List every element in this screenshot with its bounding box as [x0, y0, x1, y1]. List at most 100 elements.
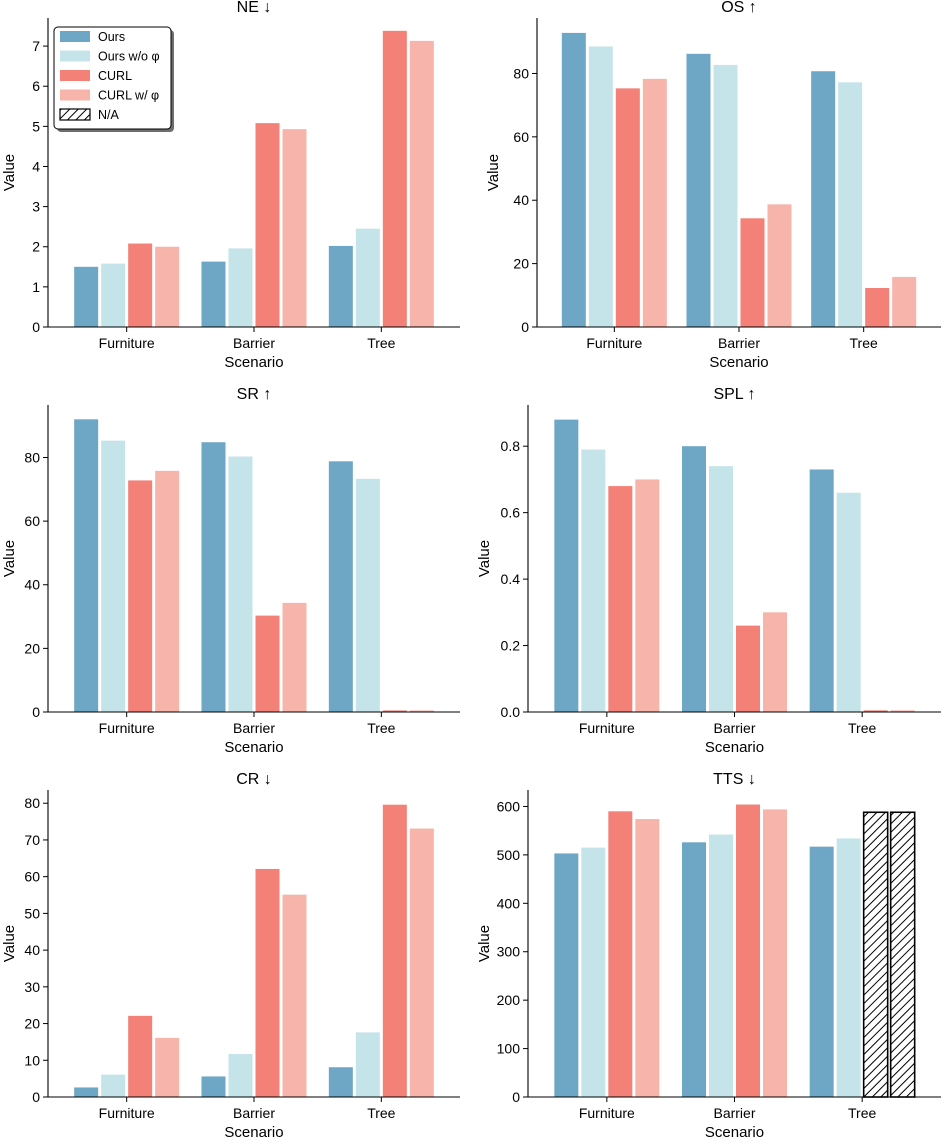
y-tick-label-os-2: 40 — [513, 192, 529, 208]
y-axis-label: Value — [476, 925, 493, 962]
bar-ne-tree-curl-w — [409, 40, 434, 328]
bar-os-barrier-ours-w-o — [713, 64, 738, 328]
bar-os-furniture-curl — [615, 88, 640, 327]
y-axis-label: Value — [1, 925, 18, 962]
bar-tts-furniture-curl — [608, 811, 633, 1097]
panel-os: Furniture Barrier Tree 0 20 40 60 80 OS ↑ Scenari… — [485, 0, 941, 371]
bar-sr-barrier-ours-w-o — [228, 456, 253, 712]
y-tick-label-ne-6: 6 — [32, 78, 40, 94]
x-tick-label-furniture: Furniture — [99, 335, 155, 351]
y-tick-label-cr-3: 30 — [24, 979, 40, 995]
y-axis-label: Value — [485, 154, 502, 191]
y-tick-label-os-3: 60 — [513, 129, 529, 145]
y-tick-label-cr-6: 60 — [24, 869, 40, 885]
chart-title-os: OS ↑ — [721, 0, 757, 16]
x-tick-label-barrier: Barrier — [713, 720, 755, 736]
bar-spl-furniture-ours — [554, 419, 579, 712]
bar-sr-furniture-ours — [74, 419, 99, 712]
bar-ne-tree-ours-w-o — [355, 228, 380, 327]
y-tick-label-spl-0: 0.0 — [501, 704, 521, 720]
chart-title-cr: CR ↓ — [236, 771, 272, 788]
bar-os-tree-curl-w — [892, 276, 917, 327]
panel-sr: Furniture Barrier Tree 0 20 40 60 80 SR ↑ Scenari… — [1, 386, 460, 756]
bar-tts-furniture-curl-w — [635, 819, 660, 1097]
x-tick-label-tree: Tree — [848, 720, 876, 736]
y-tick-label-cr-7: 70 — [24, 832, 40, 848]
bar-os-barrier-curl — [740, 218, 765, 327]
bar-cr-barrier-ours — [201, 1076, 226, 1097]
bar-os-tree-ours — [811, 71, 836, 328]
bar-spl-tree-ours — [809, 469, 834, 712]
x-tick-label-furniture: Furniture — [579, 1105, 635, 1121]
y-tick-label-tts-0: 0 — [512, 1089, 520, 1105]
x-axis-label: Scenario — [705, 739, 764, 756]
y-tick-label-tts-3: 300 — [497, 944, 521, 960]
legend: Ours Ours w/o φ CURL CURL w/ φ N/A — [53, 26, 174, 132]
bar-cr-tree-ours-w-o — [355, 1032, 380, 1097]
y-tick-label-tts-4: 400 — [497, 895, 521, 911]
bar-spl-barrier-ours — [682, 446, 706, 712]
y-tick-label-sr-3: 60 — [24, 513, 40, 529]
x-axis-label: Scenario — [224, 739, 283, 756]
bar-sr-tree-ours-w-o — [355, 478, 380, 712]
x-tick-label-barrier: Barrier — [233, 1105, 275, 1121]
y-tick-label-ne-3: 3 — [32, 199, 40, 215]
legend-label-n-a: N/A — [98, 108, 120, 122]
bar-ne-furniture-curl-w — [155, 246, 180, 327]
bar-sr-tree-curl-w — [409, 710, 434, 712]
x-tick-label-tree: Tree — [367, 335, 395, 351]
bar-cr-furniture-curl-w — [155, 1037, 180, 1097]
bar-ne-barrier-curl — [255, 123, 280, 327]
bar-tts-barrier-curl-w — [763, 809, 787, 1097]
legend-swatch-curl-w — [60, 89, 90, 101]
y-tick-label-sr-0: 0 — [32, 704, 40, 720]
bar-cr-tree-ours — [328, 1067, 353, 1097]
x-axis-label: Scenario — [224, 354, 283, 371]
bar-cr-barrier-ours-w-o — [228, 1054, 253, 1097]
y-tick-label-cr-1: 10 — [24, 1052, 40, 1068]
x-tick-label-furniture: Furniture — [586, 335, 642, 351]
bar-cr-barrier-curl-w — [282, 894, 307, 1097]
bar-spl-furniture-curl — [608, 486, 633, 712]
bar-tts-barrier-curl — [736, 804, 760, 1097]
y-tick-label-ne-2: 2 — [32, 239, 40, 255]
y-axis-label: Value — [1, 540, 18, 577]
bar-cr-tree-curl-w — [409, 828, 434, 1097]
x-tick-label-barrier: Barrier — [233, 720, 275, 736]
bar-sr-furniture-curl-w — [155, 470, 180, 712]
legend-label-ours-w-o: Ours w/o φ — [98, 50, 160, 64]
bar-sr-tree-curl — [382, 710, 407, 712]
x-tick-label-barrier: Barrier — [713, 1105, 755, 1121]
y-tick-label-spl-1: 0.2 — [501, 638, 521, 654]
panel-ne: Furniture Barrier Tree 0 1 2 3 4 5 6 7 NE ↓ Scenario… — [1, 0, 460, 371]
bar-ne-furniture-ours — [74, 266, 99, 327]
bar-os-barrier-ours — [686, 53, 711, 328]
x-tick-label-tree: Tree — [850, 335, 878, 351]
bar-ne-barrier-curl-w — [282, 129, 307, 327]
bar-sr-furniture-ours-w-o — [101, 440, 126, 712]
y-tick-label-tts-5: 500 — [497, 847, 521, 863]
y-tick-label-cr-0: 0 — [32, 1089, 40, 1105]
x-tick-label-furniture: Furniture — [579, 720, 635, 736]
legend-swatch-curl — [60, 70, 90, 81]
chart-title-sr: SR ↑ — [237, 386, 272, 403]
y-tick-label-ne-5: 5 — [32, 118, 40, 134]
bar-ne-furniture-curl — [128, 243, 153, 327]
legend-swatch-ours-w-o — [60, 50, 90, 62]
y-tick-label-cr-5: 50 — [24, 905, 40, 921]
y-tick-label-cr-8: 80 — [24, 795, 40, 811]
bar-ne-barrier-ours-w-o — [228, 248, 253, 327]
bar-spl-furniture-curl-w — [635, 479, 660, 712]
legend-label-ours: Ours — [98, 30, 125, 44]
legend-label-curl: CURL — [98, 69, 132, 83]
bar-tts-tree-ours-w-o — [836, 838, 861, 1097]
chart-title-spl: SPL ↑ — [713, 386, 755, 403]
y-tick-label-sr-2: 40 — [24, 577, 40, 593]
legend-swatch-ours — [60, 31, 90, 42]
legend-swatch-n-a — [59, 108, 91, 121]
bar-spl-tree-curl-w — [890, 710, 915, 712]
bar-os-tree-ours-w-o — [838, 82, 863, 327]
y-tick-label-os-0: 0 — [521, 319, 529, 335]
panel-spl: Furniture Barrier Tree 0.0 0.2 0.4 0.6 0.8 SPL ↑… — [476, 386, 941, 756]
